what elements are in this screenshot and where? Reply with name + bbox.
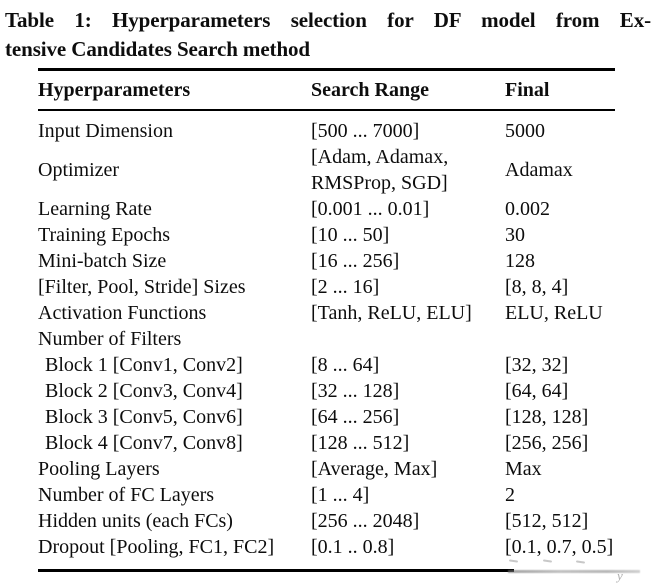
cell-search-range: [1 ... 4] bbox=[311, 484, 370, 506]
cell-search-range: [Tanh, ReLU, ELU] bbox=[311, 302, 472, 324]
cell-final: [512, 512] bbox=[505, 510, 589, 532]
cell-search-range: [32 ... 128] bbox=[311, 380, 400, 402]
table-header-row: Hyperparameters Search Range Final bbox=[38, 71, 615, 109]
cell-hyperparameter: Hidden units (each FCs) bbox=[38, 510, 233, 532]
cell-hyperparameter: Block 3 [Conv5, Conv6] bbox=[45, 406, 243, 428]
cell-final: 128 bbox=[505, 250, 535, 272]
cell-search-range: [128 ... 512] bbox=[311, 432, 410, 454]
table-row: Block 4 [Conv7, Conv8] [128 ... 512] [25… bbox=[38, 430, 615, 456]
table-row: Block 1 [Conv1, Conv2] [8 ... 64] [32, 3… bbox=[38, 352, 615, 378]
cell-hyperparameter: Pooling Layers bbox=[38, 458, 160, 480]
cell-hyperparameter: Block 1 [Conv1, Conv2] bbox=[45, 354, 243, 376]
cell-hyperparameter: Activation Functions bbox=[38, 302, 207, 324]
table-row: Number of FC Layers [1 ... 4] 2 bbox=[38, 482, 615, 508]
table-body: Input Dimension [500 ... 7000] 5000 Opti… bbox=[38, 111, 615, 570]
cell-hyperparameter: [Filter, Pool, Stride] Sizes bbox=[38, 276, 246, 298]
cell-final: 30 bbox=[505, 224, 525, 246]
scan-artifact-line bbox=[508, 570, 640, 573]
cell-hyperparameter: Input Dimension bbox=[38, 120, 173, 142]
cell-final: ELU, ReLU bbox=[505, 302, 603, 324]
cell-hyperparameter: Learning Rate bbox=[38, 198, 152, 220]
cell-final: [64, 64] bbox=[505, 380, 569, 402]
cell-hyperparameter: Training Epochs bbox=[38, 224, 171, 246]
cell-search-range: [Average, Max] bbox=[311, 458, 438, 480]
table-row: Optimizer [Adam, Adamax, RMSProp, SGD] A… bbox=[38, 144, 615, 196]
table-row-group-label: Number of Filters bbox=[38, 326, 615, 352]
cell-final: [0.1, 0.7, 0.5] bbox=[505, 536, 614, 558]
table-row: Pooling Layers [Average, Max] Max bbox=[38, 456, 615, 482]
cell-final: [256, 256] bbox=[505, 432, 589, 454]
cell-search-range: [256 ... 2048] bbox=[311, 510, 420, 532]
cell-final: [128, 128] bbox=[505, 406, 589, 428]
table-row: Dropout [Pooling, FC1, FC2] [0.1 .. 0.8]… bbox=[38, 534, 615, 560]
cell-hyperparameter: Number of FC Layers bbox=[38, 484, 215, 506]
cell-search-range: [10 ... 50] bbox=[311, 224, 390, 246]
cell-search-range: [0.001 ... 0.01] bbox=[311, 198, 430, 220]
table-row: Training Epochs [10 ... 50] 30 bbox=[38, 222, 615, 248]
cell-final: Adamax bbox=[505, 159, 573, 181]
table-row: Input Dimension [500 ... 7000] 5000 bbox=[38, 118, 615, 144]
table-caption: Table 1: Hyperparameters selection for D… bbox=[5, 6, 651, 64]
header-search-range: Search Range bbox=[311, 79, 429, 101]
cell-final: 0.002 bbox=[505, 198, 550, 220]
table-row: Block 3 [Conv5, Conv6] [64 ... 256] [128… bbox=[38, 404, 615, 430]
cell-search-range: [Adam, Adamax, RMSProp, SGD] bbox=[311, 146, 449, 194]
cell-final: Max bbox=[505, 458, 542, 480]
table-caption-line2: tensive Candidates Search method bbox=[5, 37, 311, 61]
table-row: Activation Functions [Tanh, ReLU, ELU] E… bbox=[38, 300, 615, 326]
cell-final: [8, 8, 4] bbox=[505, 276, 569, 298]
header-final: Final bbox=[505, 79, 550, 101]
cell-hyperparameter: Dropout [Pooling, FC1, FC2] bbox=[38, 536, 275, 558]
table-header-rule bbox=[38, 109, 615, 111]
cell-final: 2 bbox=[505, 484, 515, 506]
table-row: Block 2 [Conv3, Conv4] [32 ... 128] [64,… bbox=[38, 378, 615, 404]
table-top-rule bbox=[38, 68, 615, 71]
cell-hyperparameter: Mini-batch Size bbox=[38, 250, 167, 272]
table-row: Mini-batch Size [16 ... 256] 128 bbox=[38, 248, 615, 274]
cell-final: 5000 bbox=[505, 120, 545, 142]
cell-hyperparameter: Number of Filters bbox=[38, 328, 182, 350]
cell-search-range: [8 ... 64] bbox=[311, 354, 380, 376]
scan-artifact-tail: y bbox=[617, 568, 623, 583]
cell-search-range: [64 ... 256] bbox=[311, 406, 400, 428]
table-row: Hidden units (each FCs) [256 ... 2048] [… bbox=[38, 508, 615, 534]
header-hyperparameters: Hyperparameters bbox=[38, 79, 191, 101]
cell-hyperparameter: Block 4 [Conv7, Conv8] bbox=[45, 432, 243, 454]
table-caption-line1: Table 1: Hyperparameters selection for D… bbox=[5, 8, 651, 32]
cell-hyperparameter: Optimizer bbox=[38, 159, 120, 181]
cell-hyperparameter: Block 2 [Conv3, Conv4] bbox=[45, 380, 243, 402]
cell-search-range: [500 ... 7000] bbox=[311, 120, 420, 142]
cell-search-range: [16 ... 256] bbox=[311, 250, 400, 272]
table-row: [Filter, Pool, Stride] Sizes [2 ... 16] … bbox=[38, 274, 615, 300]
cell-search-range: [2 ... 16] bbox=[311, 276, 380, 298]
cell-final: [32, 32] bbox=[505, 354, 569, 376]
table-row: Learning Rate [0.001 ... 0.01] 0.002 bbox=[38, 196, 615, 222]
table-bottom-rule bbox=[38, 569, 514, 572]
hyperparameters-table: Hyperparameters Search Range Final Input… bbox=[38, 68, 615, 570]
cell-search-range: [0.1 .. 0.8] bbox=[311, 536, 395, 558]
